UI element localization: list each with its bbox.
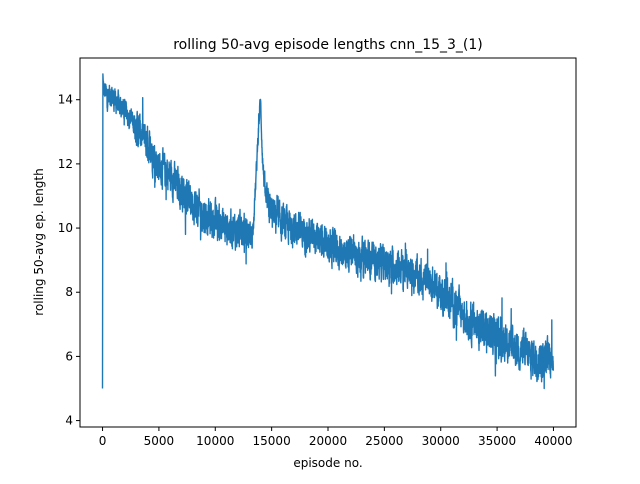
x-tick-label: 10000 <box>196 434 234 448</box>
y-tick-label: 14 <box>58 93 73 107</box>
y-tick-label: 6 <box>65 349 73 363</box>
y-tick-label: 12 <box>58 157 73 171</box>
x-tick-label: 15000 <box>253 434 291 448</box>
x-tick-label: 0 <box>99 434 107 448</box>
x-tick-label: 30000 <box>422 434 460 448</box>
series-line <box>101 73 555 390</box>
y-tick-label: 4 <box>65 414 73 428</box>
chart-title: rolling 50-avg episode lengths cnn_15_3_… <box>173 37 483 53</box>
y-tick-label: 8 <box>65 285 73 299</box>
x-tick-label: 20000 <box>309 434 347 448</box>
x-axis-ticks: 0 5000 10000 15000 20000 25000 30000 35000 40000 <box>99 427 573 448</box>
x-axis-label: episode no. <box>293 456 362 470</box>
plot-area <box>79 57 577 428</box>
x-tick-label: 25000 <box>365 434 403 448</box>
y-tick-label: 10 <box>58 221 73 235</box>
x-tick-label: 40000 <box>534 434 572 448</box>
x-tick-label: 35000 <box>478 434 516 448</box>
y-axis-ticks: 4 6 8 10 12 14 <box>58 93 80 428</box>
x-tick-label: 5000 <box>144 434 175 448</box>
y-axis-label: rolling 50-avg ep. length <box>32 168 46 315</box>
